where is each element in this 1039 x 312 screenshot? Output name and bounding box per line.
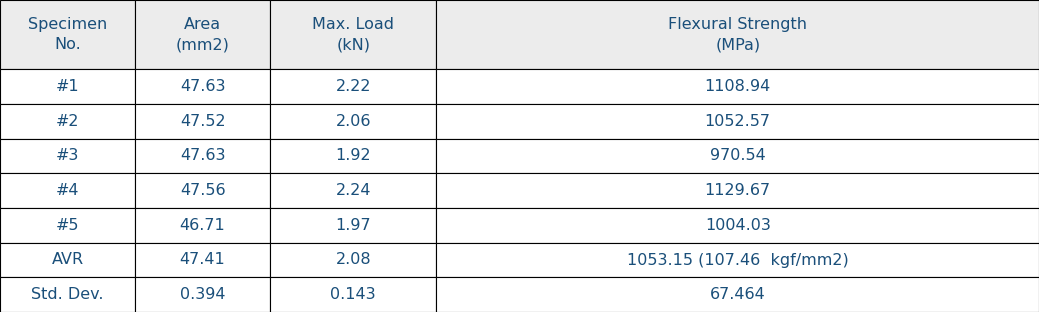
Text: 0.143: 0.143 [330, 287, 376, 302]
Bar [270, 277, 436, 312]
Text: #3: #3 [56, 149, 79, 163]
Bar [270, 208, 436, 243]
Text: 970.54: 970.54 [710, 149, 766, 163]
Text: 47.56: 47.56 [180, 183, 225, 198]
Text: Area
(mm2): Area (mm2) [176, 17, 230, 52]
Text: 2.22: 2.22 [336, 79, 371, 94]
Bar [270, 139, 436, 173]
Text: 1.92: 1.92 [336, 149, 371, 163]
Bar [0, 277, 135, 312]
Text: #5: #5 [56, 218, 79, 233]
Text: 67.464: 67.464 [710, 287, 766, 302]
Text: 2.24: 2.24 [336, 183, 371, 198]
Bar [270, 243, 436, 277]
Bar [135, 277, 270, 312]
Bar [436, 69, 1039, 104]
Bar [436, 139, 1039, 173]
Bar [135, 104, 270, 139]
Bar [135, 69, 270, 104]
Text: Max. Load
(kN): Max. Load (kN) [313, 17, 394, 52]
Text: 1129.67: 1129.67 [704, 183, 771, 198]
Text: 47.63: 47.63 [180, 149, 225, 163]
Bar [436, 173, 1039, 208]
Text: 2.08: 2.08 [336, 252, 371, 267]
Bar [0, 104, 135, 139]
Bar [135, 173, 270, 208]
Text: 1004.03: 1004.03 [704, 218, 771, 233]
Bar [270, 69, 436, 104]
Bar [436, 104, 1039, 139]
Bar [436, 243, 1039, 277]
Bar [436, 277, 1039, 312]
Text: Std. Dev.: Std. Dev. [31, 287, 104, 302]
Bar [0, 173, 135, 208]
Bar [0, 139, 135, 173]
Text: Flexural Strength
(MPa): Flexural Strength (MPa) [668, 17, 807, 52]
Text: 47.41: 47.41 [180, 252, 225, 267]
Bar [0, 243, 135, 277]
Text: 1053.15 (107.46  kgf/mm2): 1053.15 (107.46 kgf/mm2) [627, 252, 849, 267]
Text: #2: #2 [56, 114, 79, 129]
Text: 1052.57: 1052.57 [704, 114, 771, 129]
Bar [135, 139, 270, 173]
Bar [436, 208, 1039, 243]
Text: 1.97: 1.97 [336, 218, 371, 233]
Text: 47.52: 47.52 [180, 114, 225, 129]
Text: 1108.94: 1108.94 [704, 79, 771, 94]
Bar [270, 0, 436, 69]
Bar [0, 0, 135, 69]
Text: AVR: AVR [52, 252, 83, 267]
Bar [0, 69, 135, 104]
Text: 47.63: 47.63 [180, 79, 225, 94]
Bar [135, 243, 270, 277]
Text: 2.06: 2.06 [336, 114, 371, 129]
Text: #4: #4 [56, 183, 79, 198]
Bar [0, 208, 135, 243]
Bar [270, 104, 436, 139]
Text: #1: #1 [56, 79, 79, 94]
Bar [135, 208, 270, 243]
Bar [270, 173, 436, 208]
Text: 46.71: 46.71 [180, 218, 225, 233]
Bar [436, 0, 1039, 69]
Bar [135, 0, 270, 69]
Text: 0.394: 0.394 [180, 287, 225, 302]
Text: Specimen
No.: Specimen No. [28, 17, 107, 52]
